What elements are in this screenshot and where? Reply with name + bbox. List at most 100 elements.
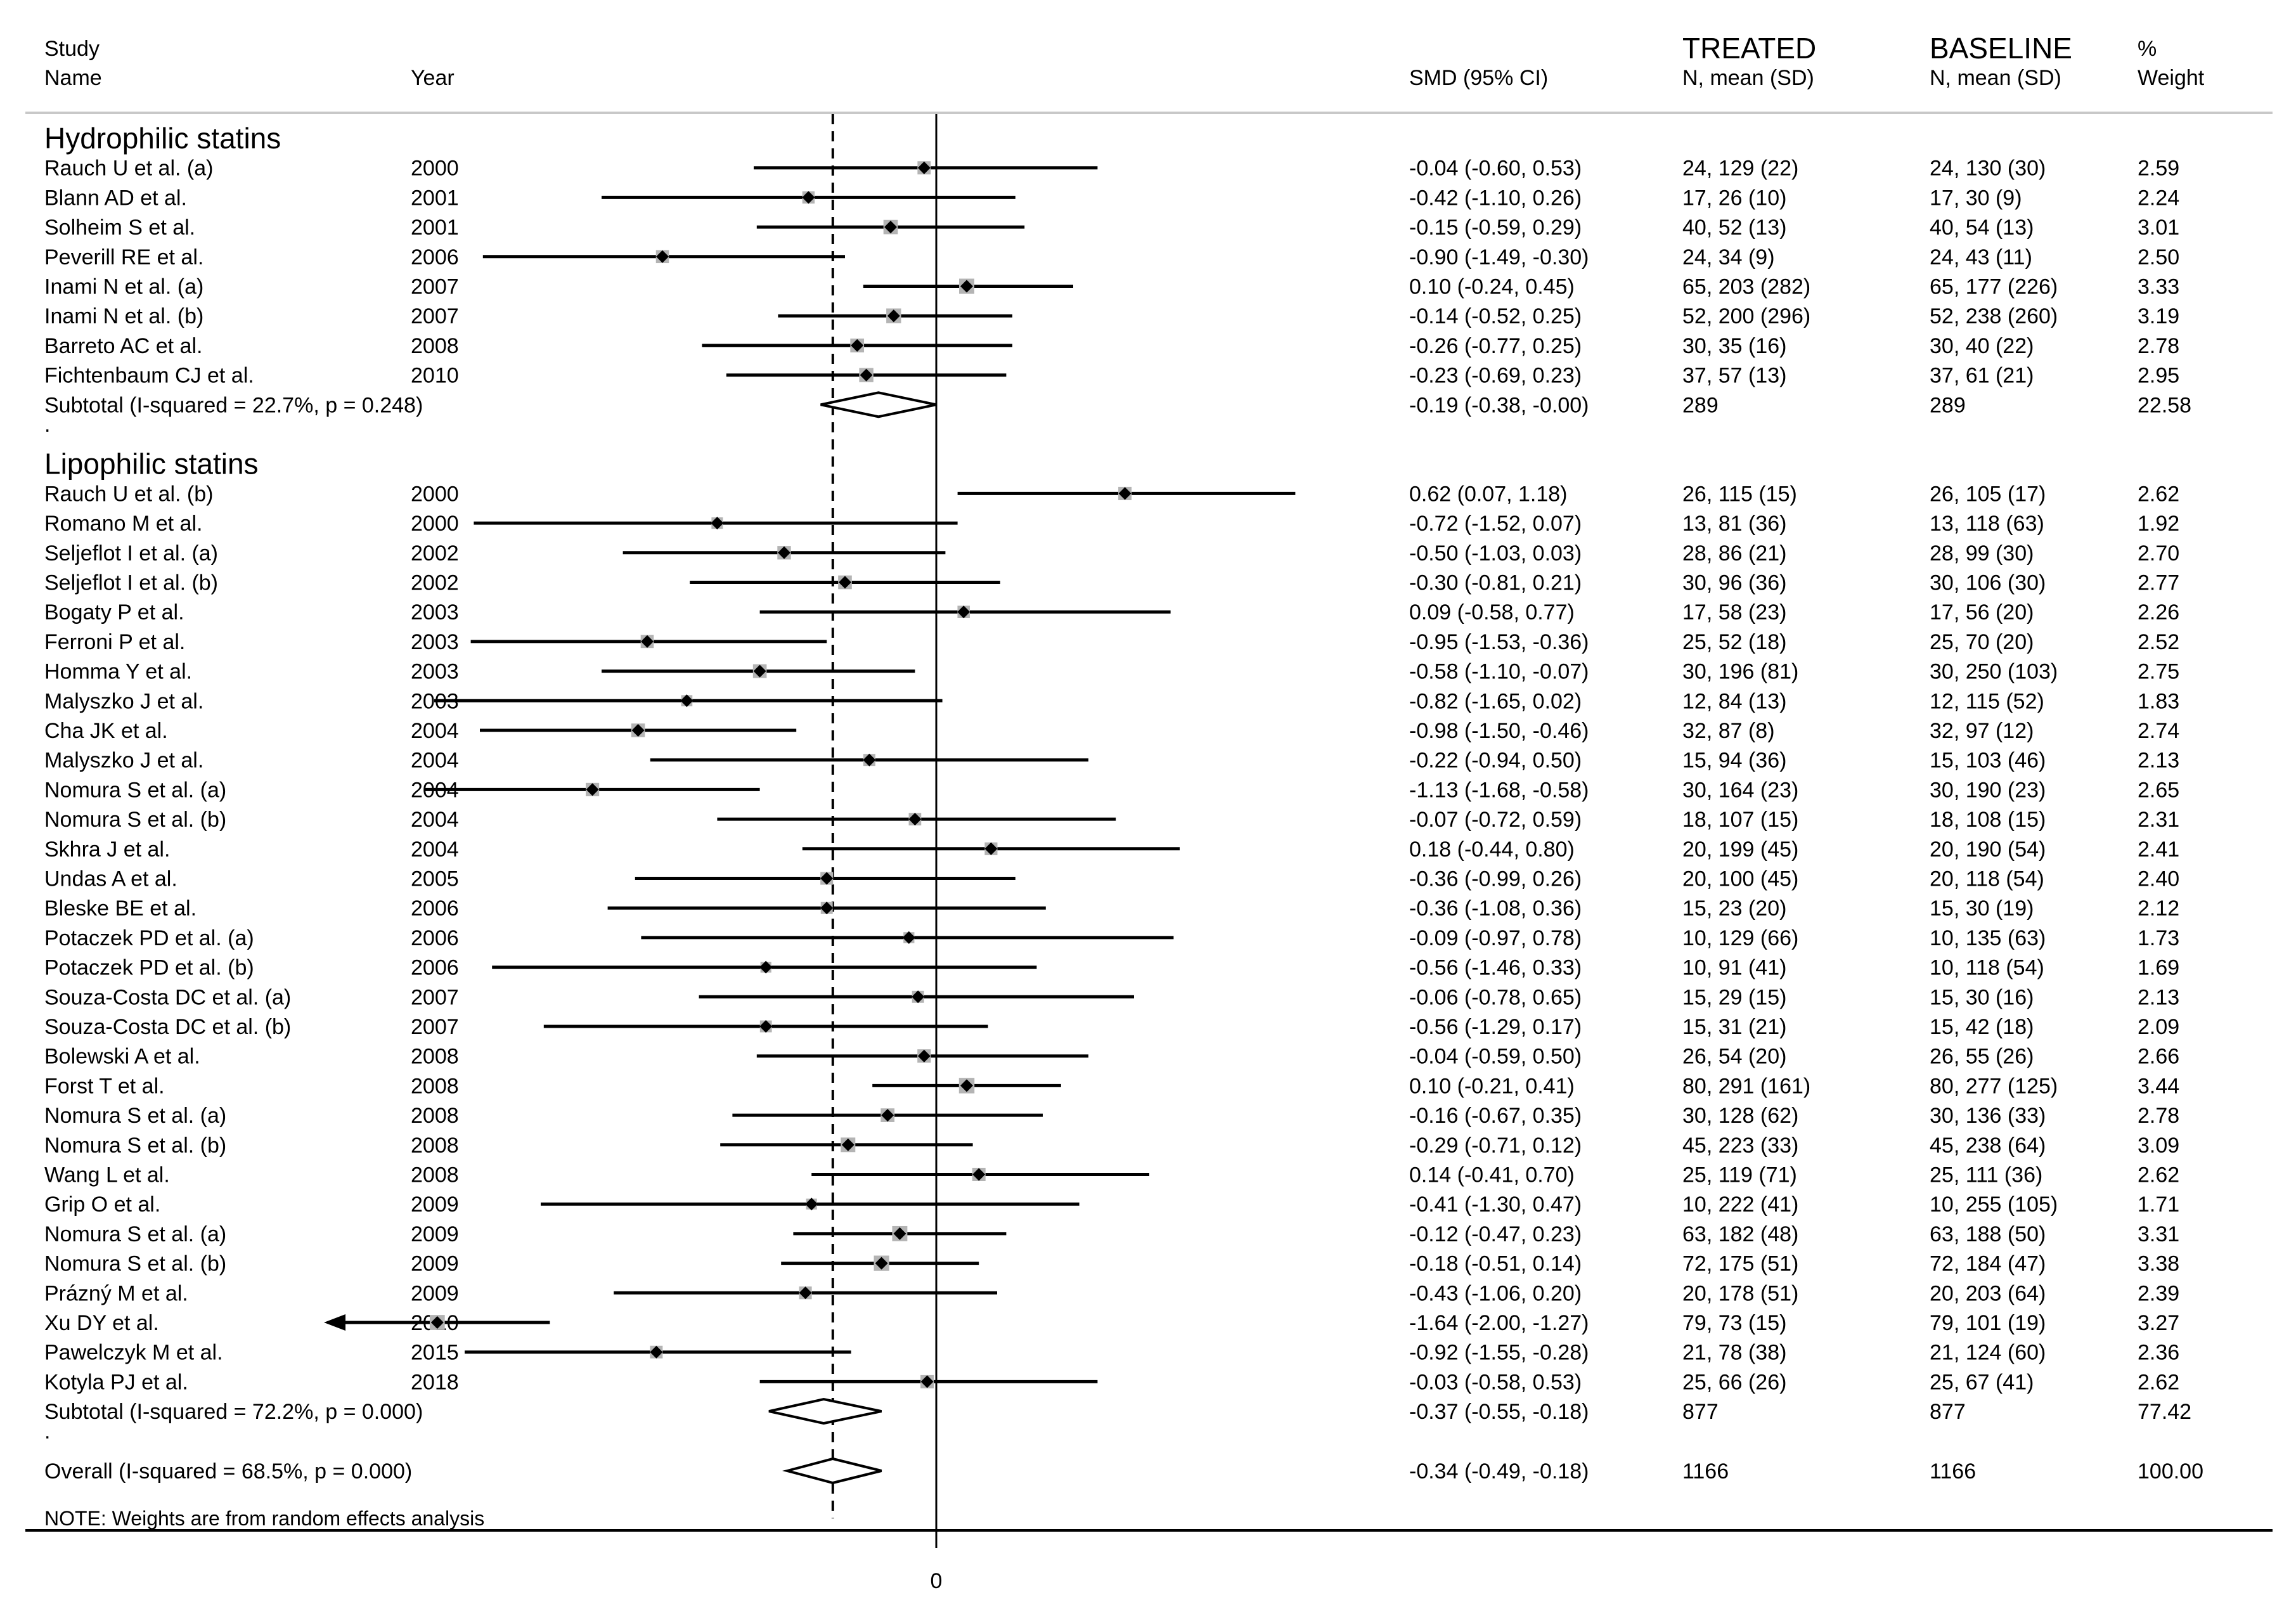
study-year: 2010 xyxy=(411,364,459,388)
point-estimate xyxy=(656,250,669,263)
weight-label: 100.00 xyxy=(2138,1459,2203,1483)
study-name: Forst T et al. xyxy=(44,1074,165,1098)
weight-label: 2.13 xyxy=(2138,749,2179,773)
weight-label: 2.78 xyxy=(2138,1104,2179,1128)
baseline-label: 30, 40 (22) xyxy=(1930,334,2034,358)
baseline-label: 25, 70 (20) xyxy=(1930,630,2034,654)
treated-label: 15, 23 (20) xyxy=(1682,896,1786,921)
summary-label: Overall (I-squared = 68.5%, p = 0.000) xyxy=(44,1459,412,1483)
point-estimate xyxy=(841,1138,855,1151)
treated-label: 17, 58 (23) xyxy=(1682,600,1786,624)
treated-label: 72, 175 (51) xyxy=(1682,1252,1798,1276)
point-estimate xyxy=(884,221,897,234)
smd-ci-label: -0.56 (-1.46, 0.33) xyxy=(1409,956,1582,980)
smd-ci-label: -1.13 (-1.68, -0.58) xyxy=(1409,778,1589,802)
weight-label: 2.41 xyxy=(2138,837,2179,862)
study-year: 2002 xyxy=(411,571,459,595)
weight-label: 3.38 xyxy=(2138,1252,2179,1276)
baseline-label: 877 xyxy=(1930,1400,1966,1424)
weight-label: 3.33 xyxy=(2138,275,2179,299)
study-year: 2004 xyxy=(411,719,459,743)
study-name: Nomura S et al. (b) xyxy=(44,808,226,832)
study-year: 2008 xyxy=(411,1074,459,1098)
point-estimate xyxy=(881,1109,894,1122)
baseline-label: 17, 56 (20) xyxy=(1930,600,2034,624)
point-estimate xyxy=(430,1316,444,1329)
weight-label: 2.62 xyxy=(2138,1163,2179,1187)
study-year: 2008 xyxy=(411,1104,459,1128)
treated-label: 20, 178 (51) xyxy=(1682,1281,1798,1305)
point-estimate xyxy=(917,161,931,174)
smd-ci-label: -0.95 (-1.53, -0.36) xyxy=(1409,630,1589,654)
point-estimate xyxy=(960,280,973,293)
smd-ci-label: 0.10 (-0.21, 0.41) xyxy=(1409,1074,1575,1098)
weight-label: 2.78 xyxy=(2138,334,2179,358)
baseline-label: 17, 30 (9) xyxy=(1930,186,2022,210)
baseline-label: 52, 238 (260) xyxy=(1930,304,2058,328)
treated-label: 10, 129 (66) xyxy=(1682,926,1798,950)
weight-label: 2.40 xyxy=(2138,867,2179,891)
point-estimate xyxy=(799,1286,812,1300)
baseline-label: 18, 108 (15) xyxy=(1930,808,2046,832)
point-estimate xyxy=(957,605,971,619)
study-name: Inami N et al. (a) xyxy=(44,275,203,299)
study-name: Rauch U et al. (a) xyxy=(44,157,213,181)
weight-label: 2.39 xyxy=(2138,1281,2179,1305)
treated-label: 12, 84 (13) xyxy=(1682,689,1786,713)
weight-label: 2.74 xyxy=(2138,719,2179,743)
treated-label: 25, 119 (71) xyxy=(1682,1163,1797,1187)
smd-ci-label: 0.14 (-0.41, 0.70) xyxy=(1409,1163,1575,1187)
weight-label: 2.52 xyxy=(2138,630,2179,654)
weight-label: 2.65 xyxy=(2138,778,2179,802)
point-estimate xyxy=(972,1168,986,1181)
weight-label: 2.75 xyxy=(2138,660,2179,684)
weight-label: 22.58 xyxy=(2138,393,2191,417)
treated-label: 18, 107 (15) xyxy=(1682,808,1798,832)
weight-label: 3.31 xyxy=(2138,1222,2179,1246)
weight-label: 3.44 xyxy=(2138,1074,2179,1098)
study-name: Bleske BE et al. xyxy=(44,896,197,921)
baseline-label: 24, 43 (11) xyxy=(1930,245,2032,269)
smd-ci-label: -0.29 (-0.71, 0.12) xyxy=(1409,1134,1582,1158)
weight-label: 2.77 xyxy=(2138,571,2179,595)
header-treated-sub: N, mean (SD) xyxy=(1682,66,1814,90)
header-study: Study xyxy=(44,37,100,61)
point-estimate xyxy=(680,694,693,708)
point-estimate xyxy=(778,546,790,559)
smd-ci-label: -0.72 (-1.52, 0.07) xyxy=(1409,512,1582,536)
weight-label: 1.73 xyxy=(2138,926,2179,950)
study-name: Nomura S et al. (a) xyxy=(44,1222,226,1246)
header-smd: SMD (95% CI) xyxy=(1409,66,1548,90)
study-name: Solheim S et al. xyxy=(44,216,195,240)
group-title: Hydrophilic statins xyxy=(44,122,281,155)
weight-label: 2.36 xyxy=(2138,1341,2179,1365)
treated-label: 79, 73 (15) xyxy=(1682,1311,1786,1335)
smd-ci-label: -0.07 (-0.72, 0.59) xyxy=(1409,808,1582,832)
treated-label: 45, 223 (33) xyxy=(1682,1134,1798,1158)
weight-label: 2.31 xyxy=(2138,808,2179,832)
smd-ci-label: -0.36 (-0.99, 0.26) xyxy=(1409,867,1582,891)
smd-ci-label: -0.04 (-0.59, 0.50) xyxy=(1409,1045,1582,1069)
point-estimate xyxy=(912,990,925,1004)
weight-label: 3.01 xyxy=(2138,216,2179,240)
study-name: Grip O et al. xyxy=(44,1193,160,1217)
weight-label: 2.62 xyxy=(2138,1370,2179,1394)
treated-label: 15, 29 (15) xyxy=(1682,985,1786,1009)
study-name: Nomura S et al. (a) xyxy=(44,1104,226,1128)
treated-label: 30, 196 (81) xyxy=(1682,660,1798,684)
baseline-label: 28, 99 (30) xyxy=(1930,541,2034,566)
study-year: 2003 xyxy=(411,600,459,624)
group-title: Lipophilic statins xyxy=(44,448,259,481)
header-weight: Weight xyxy=(2138,66,2205,90)
summary-label: Subtotal (I-squared = 72.2%, p = 0.000) xyxy=(44,1400,423,1424)
weight-label: 2.70 xyxy=(2138,541,2179,566)
smd-ci-label: -0.03 (-0.58, 0.53) xyxy=(1409,1370,1582,1394)
treated-label: 877 xyxy=(1682,1400,1719,1424)
study-year: 2007 xyxy=(411,275,459,299)
study-name: Seljeflot I et al. (b) xyxy=(44,571,218,595)
point-estimate xyxy=(586,783,599,796)
baseline-label: 30, 136 (33) xyxy=(1930,1104,2046,1128)
smd-ci-label: 0.09 (-0.58, 0.77) xyxy=(1409,600,1575,624)
baseline-label: 80, 277 (125) xyxy=(1930,1074,2058,1098)
smd-ci-label: -0.12 (-0.47, 0.23) xyxy=(1409,1222,1582,1246)
